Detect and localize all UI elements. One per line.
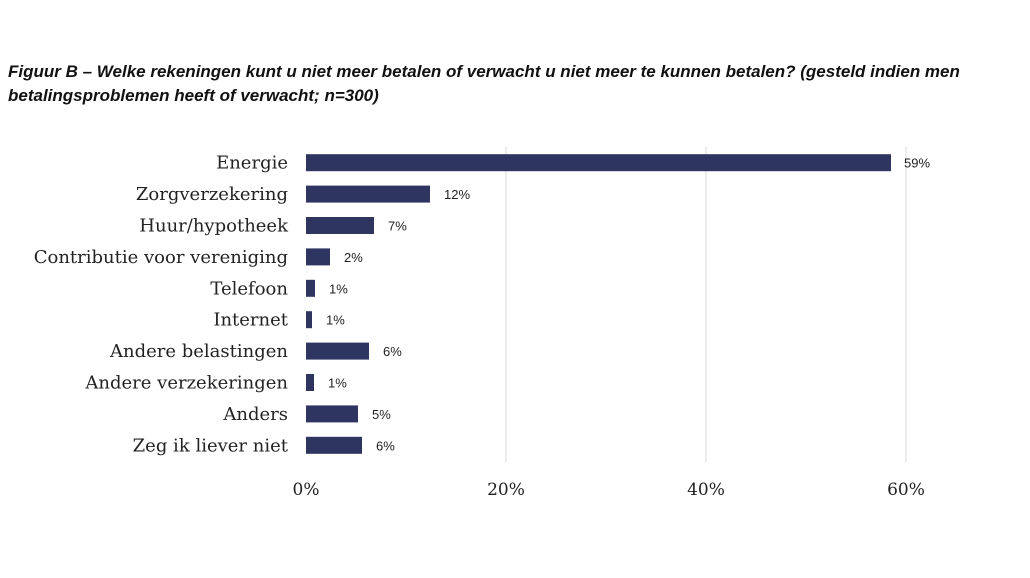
bar: [306, 311, 312, 329]
x-tick-label: 20%: [487, 480, 525, 500]
x-tick-label: 60%: [887, 480, 925, 500]
bar: [306, 279, 315, 297]
value-label: 1%: [329, 281, 348, 296]
bar: [306, 217, 374, 234]
value-label: 1%: [328, 376, 347, 391]
bar: [306, 342, 369, 360]
value-label: 7%: [388, 219, 407, 234]
category-label: Anders: [222, 404, 288, 425]
category-label: Telefoon: [210, 278, 288, 299]
category-label: Zorgverzekering: [136, 184, 288, 205]
x-axis-tick-labels: 0% 20% 40% 60%: [293, 480, 925, 500]
bar: [306, 154, 891, 172]
category-label: Contributie voor vereniging: [34, 247, 288, 268]
bar: [306, 185, 430, 203]
category-label: Andere belastingen: [109, 341, 288, 362]
value-label: 59%: [904, 156, 930, 171]
value-label: 5%: [372, 407, 391, 422]
value-labels: 59% 12% 7% 2% 1% 1% 6% 1% 5% 6%: [326, 156, 930, 454]
value-label: 6%: [376, 438, 395, 453]
category-label: Huur/hypotheek: [139, 216, 289, 237]
x-tick-label: 40%: [687, 480, 725, 500]
bars: [306, 154, 891, 454]
value-label: 6%: [383, 344, 402, 359]
category-label: Andere verzekeringen: [84, 373, 288, 394]
category-label: Internet: [213, 310, 288, 331]
value-label: 12%: [444, 187, 470, 202]
chart-title: Figuur B – Welke rekeningen kunt u niet …: [8, 62, 960, 105]
bar: [306, 436, 362, 454]
grid-lines: [505, 147, 907, 462]
value-label: 2%: [344, 250, 363, 265]
bar: [306, 374, 314, 391]
category-labels: Energie Zorgverzekering Huur/hypotheek Cont…: [34, 153, 289, 457]
category-label: Zeg ik liever niet: [133, 435, 289, 456]
value-label: 1%: [326, 313, 345, 328]
bar: [306, 405, 358, 423]
x-tick-label: 0%: [293, 480, 320, 500]
bar: [306, 248, 330, 266]
category-label: Energie: [216, 153, 288, 174]
